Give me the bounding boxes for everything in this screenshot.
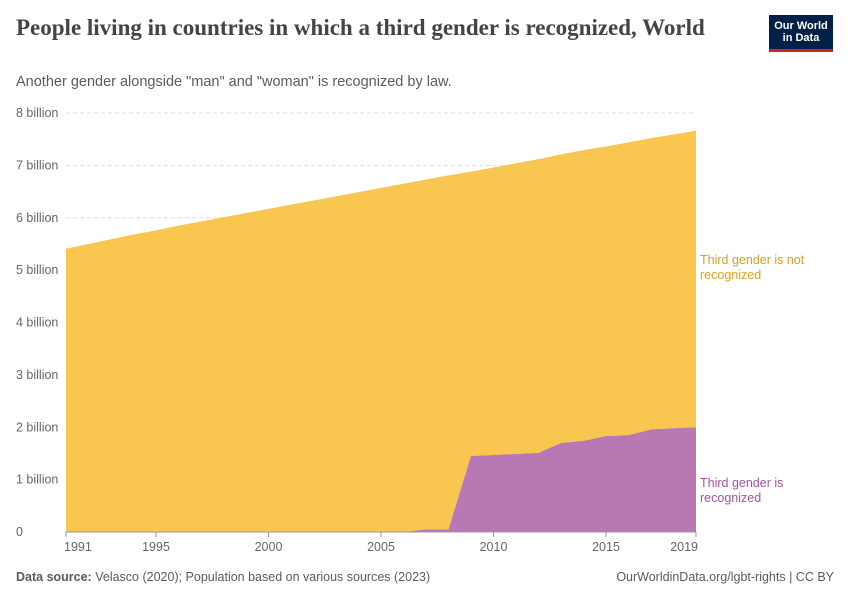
legend-label-not-recognized-line: Third gender is not: [700, 253, 805, 267]
area-series[interactable]: [66, 130, 696, 532]
legend-label-not-recognized[interactable]: Third gender is not recognized: [700, 253, 805, 282]
owid-logo[interactable]: Our World in Data: [769, 15, 833, 52]
data-source-label: Data source:: [16, 570, 92, 584]
logo-line-2: in Data: [782, 32, 820, 44]
license-link[interactable]: OurWorldinData.org/lgbt-rights | CC BY: [616, 570, 834, 584]
y-tick-label: 0: [16, 525, 23, 539]
x-tick-label: 2015: [592, 540, 620, 554]
chart-subtitle: Another gender alongside "man" and "woma…: [16, 74, 452, 90]
x-tick-label: 1991: [64, 540, 92, 554]
area-chart: 0 1 billion 2 billion 3 billion 4 billion 5 b…: [16, 106, 805, 554]
logo-line-1: Our World: [774, 20, 828, 32]
y-tick-label: 5 billion: [16, 263, 58, 277]
x-tick-label: 2019: [670, 540, 698, 554]
x-tick-label: 2010: [480, 540, 508, 554]
y-tick-label: 3 billion: [16, 368, 58, 382]
y-tick-label: 4 billion: [16, 316, 58, 330]
area-third-gender-recognized[interactable]: [66, 427, 696, 532]
legend-label-recognized-line: Third gender is: [700, 476, 783, 490]
y-tick-label: 2 billion: [16, 420, 58, 434]
y-tick-label: 1 billion: [16, 473, 58, 487]
x-tick-label: 1995: [142, 540, 170, 554]
area-third-gender-not-recognized[interactable]: [66, 130, 696, 532]
x-tick-label: 2000: [255, 540, 283, 554]
legend-label-recognized-line: recognized: [700, 491, 761, 505]
axes: 0 1 billion 2 billion 3 billion 4 billion 5 b…: [16, 106, 698, 554]
data-source: Data source: Velasco (2020); Population …: [16, 570, 430, 584]
data-source-text: Velasco (2020); Population based on vari…: [95, 570, 431, 584]
chart-title: People living in countries in which a th…: [16, 15, 705, 40]
legend-label-recognized[interactable]: Third gender is recognized: [700, 476, 783, 505]
y-tick-label: 8 billion: [16, 106, 58, 120]
x-tick-label: 2005: [367, 540, 395, 554]
y-tick-label: 6 billion: [16, 211, 58, 225]
y-tick-label: 7 billion: [16, 158, 58, 172]
legend-label-not-recognized-line: recognized: [700, 268, 761, 282]
